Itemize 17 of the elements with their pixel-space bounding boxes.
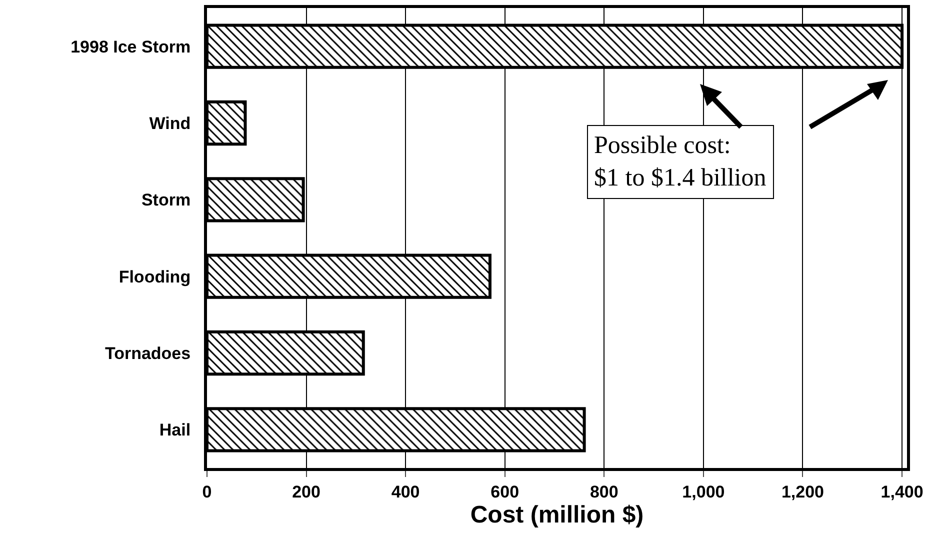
x-tick-label: 600	[490, 482, 520, 502]
x-axis-title: Cost (million $)	[470, 501, 644, 528]
y-tick-label: Tornadoes	[104, 344, 191, 363]
x-tick-label: 800	[590, 482, 618, 502]
x-tick-label: 200	[292, 482, 320, 502]
x-tick-label: 0	[202, 482, 212, 502]
bar	[207, 100, 247, 146]
y-tick-label: Hail	[159, 420, 191, 440]
x-tick-label: 400	[391, 482, 420, 502]
x-tick-label: 1,200	[781, 482, 824, 502]
y-tick-label: Wind	[149, 114, 191, 133]
y-tick-label: Storm	[141, 190, 191, 210]
annotation: Possible cost: $1 to $1.4 billion	[594, 132, 767, 192]
x-tick-label: 1,000	[682, 482, 725, 502]
x-tick-label: 1,400	[880, 482, 924, 502]
y-tick-label: 1998 Ice Storm	[70, 37, 191, 56]
y-tick-label: Flooding	[118, 267, 191, 286]
